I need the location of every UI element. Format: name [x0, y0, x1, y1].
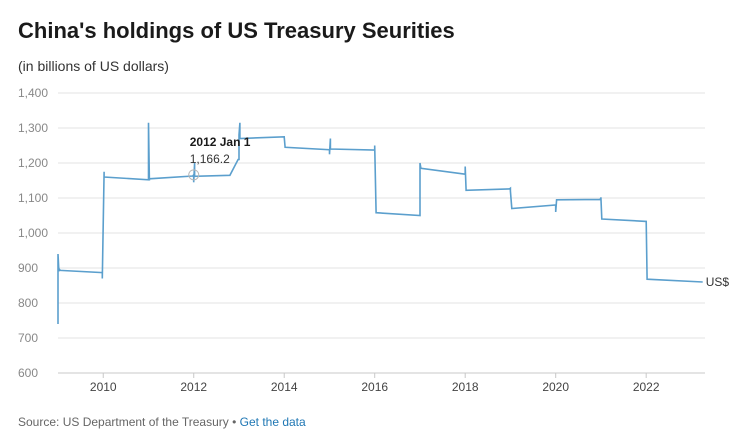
x-tick-label: 2020 — [542, 380, 569, 394]
y-tick-label: 800 — [18, 296, 38, 310]
x-tick-label: 2016 — [361, 380, 388, 394]
x-tick-label: 2010 — [90, 380, 117, 394]
x-tick-label: 2012 — [180, 380, 207, 394]
series-line-usd[interactable] — [57, 122, 703, 324]
x-tick-label: 2022 — [633, 380, 660, 394]
annotation-value-label: 1,166.2 — [190, 152, 230, 166]
chart-title: China's holdings of US Treasury Seuritie… — [18, 18, 455, 43]
annotation-marker[interactable] — [188, 169, 200, 181]
y-tick-label: 900 — [18, 261, 38, 275]
grid-lines — [58, 92, 705, 374]
y-tick-label: 1,400 — [18, 86, 48, 100]
chart-subtitle: (in billions of US dollars) — [18, 58, 169, 74]
y-axis-ticks: 600 700 800 900 1,000 1,100 1,200 1,300 1,400 — [18, 86, 48, 380]
y-tick-label: 1,200 — [18, 156, 48, 170]
y-tick-label: 700 — [18, 331, 38, 345]
source-text: Source: US Department of the Treasury • — [18, 415, 240, 429]
y-tick-label: 1,100 — [18, 191, 48, 205]
y-tick-label: 1,000 — [18, 226, 48, 240]
annotation-date-label: 2012 Jan 1 — [190, 135, 251, 149]
get-data-link[interactable]: Get the data — [239, 415, 306, 429]
x-axis-ticks: 2010 2012 2014 2016 2018 2020 2022 — [90, 373, 660, 394]
series-label-usd: US$ — [706, 275, 730, 289]
x-tick-label: 2014 — [271, 380, 298, 394]
x-tick-label: 2018 — [452, 380, 479, 394]
chart-footer: Source: US Department of the Treasury • … — [18, 415, 306, 429]
y-tick-label: 600 — [18, 366, 38, 380]
y-tick-label: 1,300 — [18, 121, 48, 135]
